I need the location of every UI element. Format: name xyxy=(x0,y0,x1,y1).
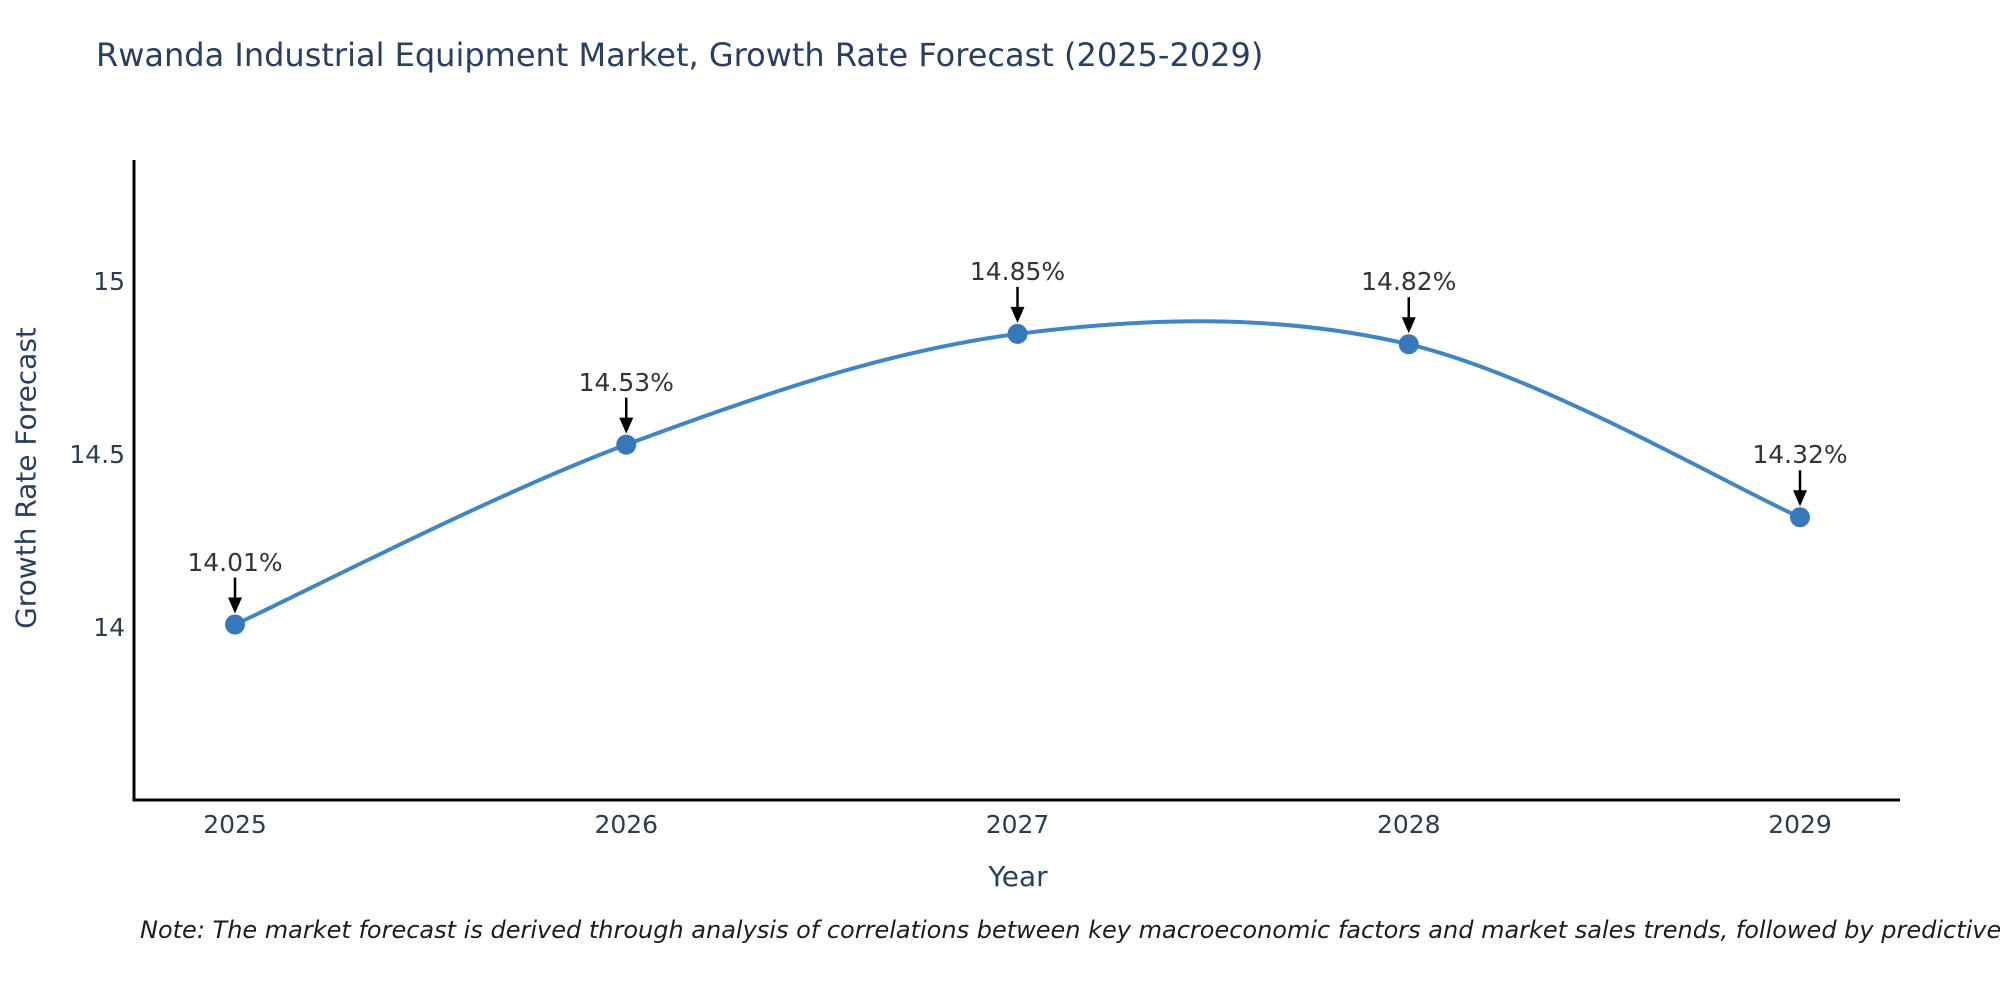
data-point-marker xyxy=(225,614,245,635)
annotation-arrowhead xyxy=(1010,306,1025,323)
data-point-label: 14.32% xyxy=(1752,440,1848,470)
data-point-marker xyxy=(616,434,637,455)
data-point-label: 14.85% xyxy=(969,256,1066,286)
y-tick-label: 14.5 xyxy=(69,440,125,469)
trend-line xyxy=(233,319,1802,627)
annotation-arrowhead xyxy=(619,417,634,434)
data-point-marker xyxy=(1790,507,1810,528)
data-point-label: 14.82% xyxy=(1361,267,1457,297)
annotation-arrowhead xyxy=(1401,317,1416,334)
x-tick-label: 2028 xyxy=(1376,810,1441,839)
x-axis-title: Year xyxy=(988,860,1048,893)
y-tick-label: 15 xyxy=(93,267,125,296)
y-tick-label: 14 xyxy=(93,613,125,642)
x-tick-label: 2027 xyxy=(985,810,1050,839)
x-tick-label: 2029 xyxy=(1768,810,1832,839)
footnote: Note: The market forecast is derived thr… xyxy=(140,916,2000,944)
annotation-arrowhead xyxy=(228,597,242,614)
data-point-marker xyxy=(1007,323,1028,344)
x-tick-label: 2026 xyxy=(594,810,659,839)
data-point-label: 14.53% xyxy=(578,367,674,397)
chart-title: Rwanda Industrial Equipment Market, Grow… xyxy=(96,36,1264,74)
data-point-marker xyxy=(1398,334,1419,355)
data-point-label: 14.01% xyxy=(187,547,283,577)
x-tick-label: 2025 xyxy=(203,810,267,839)
y-axis-title: Growth Rate Forecast xyxy=(9,327,43,629)
annotation-arrowhead xyxy=(1793,490,1807,507)
